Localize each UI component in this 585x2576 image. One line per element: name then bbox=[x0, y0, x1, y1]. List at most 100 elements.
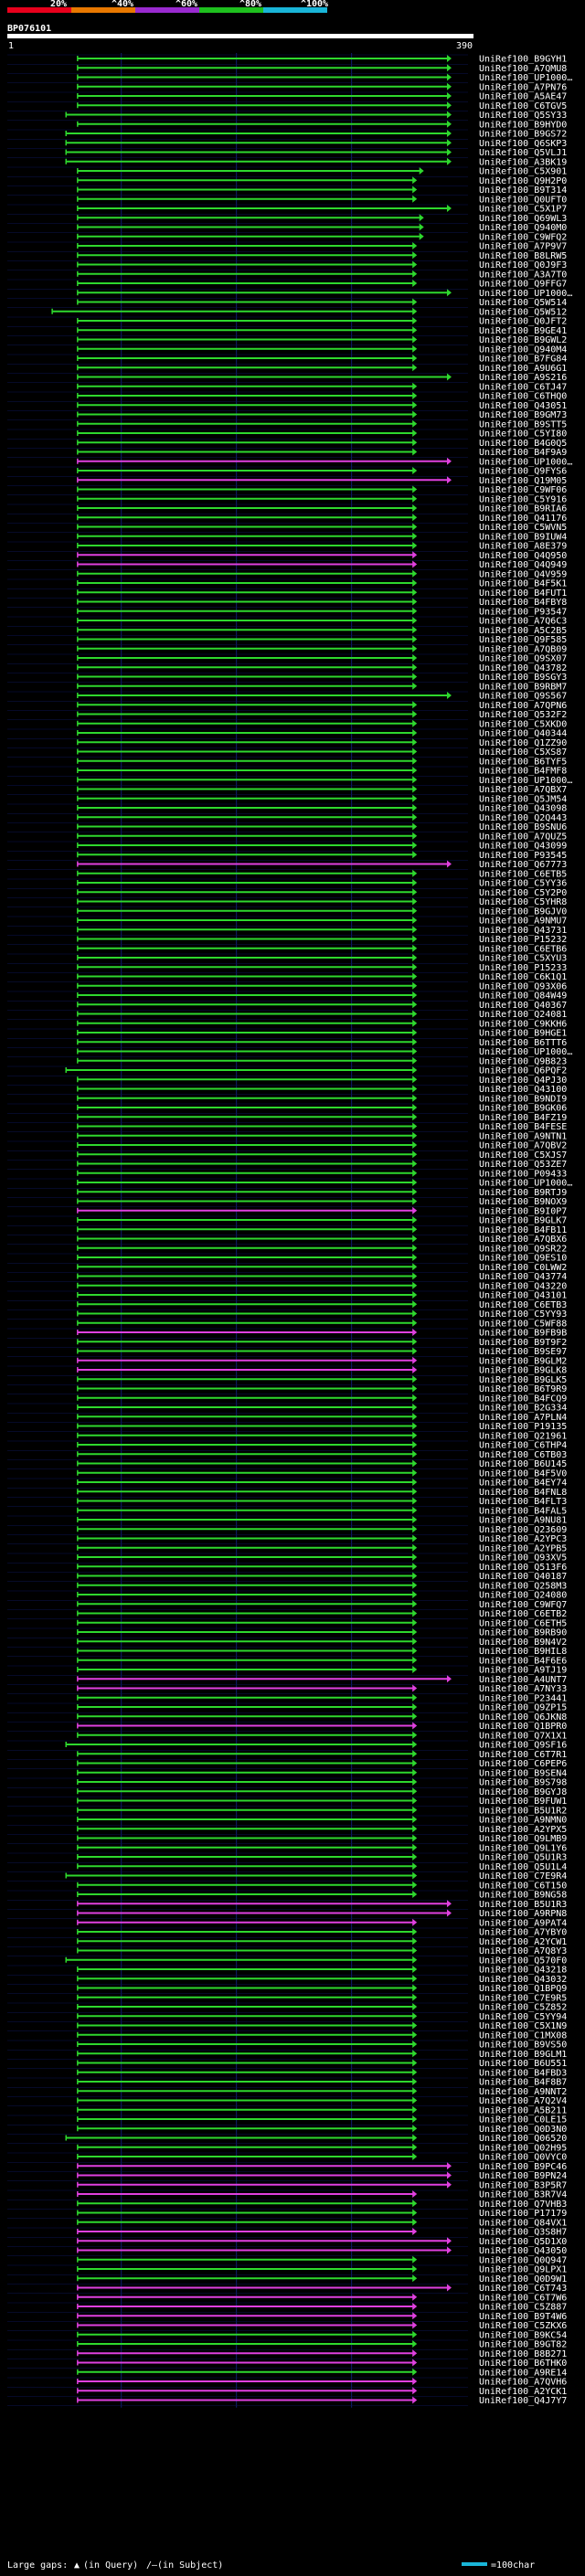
hit-row[interactable]: UniRef100_A7QPN6 bbox=[77, 701, 567, 711]
hit-row[interactable]: UniRef100_C1MX08 bbox=[77, 2030, 567, 2041]
hit-row[interactable]: UniRef100_C5XKD0 bbox=[77, 719, 567, 729]
hit-row[interactable]: UniRef100_P23441 bbox=[77, 1693, 567, 1703]
hit-label[interactable]: UniRef100_B5U1R2 bbox=[479, 1806, 567, 1816]
hit-label[interactable]: UniRef100_Q940M0 bbox=[479, 223, 567, 233]
hit-label[interactable]: UniRef100_Q9S567 bbox=[479, 692, 567, 702]
hit-label[interactable]: UniRef100_Q570F0 bbox=[479, 1956, 567, 1966]
hit-row[interactable]: UniRef100_UP1000… bbox=[77, 1179, 573, 1189]
hit-row[interactable]: UniRef100_Q9ZP15 bbox=[77, 1703, 567, 1713]
hit-label[interactable]: UniRef100_Q0UFT0 bbox=[479, 195, 567, 205]
hit-label[interactable]: UniRef100_C6ETB3 bbox=[479, 1300, 567, 1310]
hit-label[interactable]: UniRef100_Q84VX1 bbox=[479, 2218, 567, 2228]
hit-row[interactable]: UniRef100_B9GYJ8 bbox=[77, 1787, 567, 1797]
hit-label[interactable]: UniRef100_P17179 bbox=[479, 2209, 567, 2219]
hit-row[interactable]: UniRef100_Q6PQF2 bbox=[65, 1066, 567, 1076]
hit-row[interactable]: UniRef100_B4FESE bbox=[77, 1122, 567, 1132]
hit-label[interactable]: UniRef100_C5X1P7 bbox=[479, 205, 567, 215]
hit-label[interactable]: UniRef100_C9WFQ2 bbox=[479, 232, 567, 242]
hit-label[interactable]: UniRef100_B6TTT6 bbox=[479, 1038, 567, 1048]
hit-row[interactable]: UniRef100_A7P9V7 bbox=[77, 242, 567, 252]
hit-row[interactable]: UniRef100_Q84VX1 bbox=[77, 2218, 567, 2228]
hit-row[interactable]: UniRef100_A9PAT4 bbox=[77, 1918, 567, 1928]
hit-row[interactable]: UniRef100_Q43731 bbox=[77, 926, 567, 936]
hit-label[interactable]: UniRef100_C5Y916 bbox=[479, 494, 567, 504]
hit-label[interactable]: UniRef100_B6U551 bbox=[479, 2059, 567, 2069]
hit-row[interactable]: UniRef100_Q9L1Y6 bbox=[77, 1843, 567, 1853]
hit-label[interactable]: UniRef100_B6U145 bbox=[479, 1459, 567, 1469]
hit-label[interactable]: UniRef100_Q4V959 bbox=[479, 569, 567, 579]
hit-label[interactable]: UniRef100_B4F6E6 bbox=[479, 1656, 567, 1666]
hit-row[interactable]: UniRef100_B9RTJ9 bbox=[77, 1188, 567, 1198]
hit-label[interactable]: UniRef100_B6T9R9 bbox=[479, 1384, 567, 1394]
hit-row[interactable]: UniRef100_P15232 bbox=[77, 935, 567, 945]
hit-row[interactable]: UniRef100_B9RB90 bbox=[77, 1628, 567, 1638]
hit-label[interactable]: UniRef100_C6THQ0 bbox=[479, 392, 567, 402]
hit-label[interactable]: UniRef100_Q0VYC0 bbox=[479, 2153, 567, 2163]
hit-label[interactable]: UniRef100_Q9LMB9 bbox=[479, 1834, 567, 1844]
hit-label[interactable]: UniRef100_C6K1Q1 bbox=[479, 972, 567, 982]
hit-label[interactable]: UniRef100_C5X901 bbox=[479, 167, 567, 177]
hit-row[interactable]: UniRef100_Q2Q443 bbox=[77, 813, 567, 823]
hit-label[interactable]: UniRef100_A9PAT4 bbox=[479, 1918, 567, 1928]
hit-label[interactable]: UniRef100_Q5W514 bbox=[479, 298, 567, 308]
hit-row[interactable]: UniRef100_B3P5R7 bbox=[77, 2180, 567, 2190]
hit-row[interactable]: UniRef100_A2YPX5 bbox=[77, 1825, 567, 1835]
hit-label[interactable]: UniRef100_Q9H2P0 bbox=[479, 176, 567, 186]
hit-row[interactable]: UniRef100_Q5JM54 bbox=[77, 794, 567, 804]
hit-label[interactable]: UniRef100_C5WVN5 bbox=[479, 523, 567, 533]
hit-label[interactable]: UniRef100_A5AE47 bbox=[479, 92, 567, 102]
hit-label[interactable]: UniRef100_C5YY94 bbox=[479, 2012, 567, 2022]
hit-row[interactable]: UniRef100_B6U145 bbox=[77, 1459, 567, 1469]
hit-label[interactable]: UniRef100_C9WFQ7 bbox=[479, 1600, 567, 1610]
hit-row[interactable]: UniRef100_A7QB09 bbox=[77, 644, 567, 654]
hit-row[interactable]: UniRef100_B9PN24 bbox=[77, 2171, 567, 2181]
hit-label[interactable]: UniRef100_B4F5V0 bbox=[479, 1468, 567, 1479]
hit-row[interactable]: UniRef100_Q1BPQ9 bbox=[77, 1984, 567, 1994]
hit-label[interactable]: UniRef100_B6TYF5 bbox=[479, 757, 567, 767]
hit-row[interactable]: UniRef100_Q0Q947 bbox=[77, 2255, 567, 2265]
hit-label[interactable]: UniRef100_B4FMF8 bbox=[479, 767, 567, 777]
hit-label[interactable]: UniRef100_Q940M4 bbox=[479, 345, 567, 355]
hit-row[interactable]: UniRef100_C5WVN5 bbox=[77, 523, 567, 533]
hit-row[interactable]: UniRef100_Q940M0 bbox=[77, 223, 567, 233]
hit-label[interactable]: UniRef100_Q9LPX1 bbox=[479, 2265, 567, 2275]
hit-label[interactable]: UniRef100_Q1BPR0 bbox=[479, 1722, 567, 1732]
hit-row[interactable]: UniRef100_A3A7T0 bbox=[77, 270, 567, 280]
hit-label[interactable]: UniRef100_B9GJV0 bbox=[479, 906, 567, 917]
hit-label[interactable]: UniRef100_A7Q6C3 bbox=[479, 617, 567, 627]
hit-row[interactable]: UniRef100_Q43782 bbox=[77, 663, 567, 673]
hit-row[interactable]: UniRef100_B6TYF5 bbox=[77, 757, 567, 767]
hit-label[interactable]: UniRef100_Q532F2 bbox=[479, 710, 567, 720]
hit-label[interactable]: UniRef100_A9S216 bbox=[479, 373, 567, 383]
hit-label[interactable]: UniRef100_B9GT82 bbox=[479, 2340, 567, 2350]
hit-label[interactable]: UniRef100_B9GS72 bbox=[479, 130, 567, 140]
hit-row[interactable]: UniRef100_C6ETB2 bbox=[77, 1609, 567, 1619]
hit-label[interactable]: UniRef100_B9PC46 bbox=[479, 2162, 567, 2172]
hit-label[interactable]: UniRef100_P19135 bbox=[479, 1422, 567, 1432]
hit-label[interactable]: UniRef100_A7QBX6 bbox=[479, 1235, 567, 1245]
hit-label[interactable]: UniRef100_C6TJ47 bbox=[479, 382, 567, 392]
hit-row[interactable]: UniRef100_C6T7W6 bbox=[77, 2293, 567, 2303]
hit-row[interactable]: UniRef100_Q1BPR0 bbox=[77, 1722, 567, 1732]
hit-row[interactable]: UniRef100_B9GWL2 bbox=[77, 335, 567, 345]
hit-row[interactable]: UniRef100_B9GT82 bbox=[77, 2340, 567, 2350]
hit-label[interactable]: UniRef100_C6TB03 bbox=[479, 1450, 567, 1460]
hit-label[interactable]: UniRef100_B9GLK7 bbox=[479, 1216, 567, 1226]
hit-row[interactable]: UniRef100_Q4PJ30 bbox=[77, 1076, 567, 1086]
hit-row[interactable]: UniRef100_A7QMU8 bbox=[77, 64, 567, 74]
hit-label[interactable]: UniRef100_B4FCQ9 bbox=[479, 1394, 567, 1404]
hit-label[interactable]: UniRef100_B4FBY8 bbox=[479, 598, 567, 608]
hit-row[interactable]: UniRef100_B3R7V4 bbox=[77, 2190, 567, 2200]
hit-label[interactable]: UniRef100_B9GLM2 bbox=[479, 1356, 567, 1366]
hit-row[interactable]: UniRef100_C5Y2P0 bbox=[77, 888, 567, 898]
hit-label[interactable]: UniRef100_B5U1R3 bbox=[479, 1900, 567, 1910]
hit-row[interactable]: UniRef100_Q9F585 bbox=[77, 635, 567, 645]
hit-row[interactable]: UniRef100_Q940M4 bbox=[77, 345, 567, 355]
hit-label[interactable]: UniRef100_A9NMU7 bbox=[479, 917, 567, 927]
hit-label[interactable]: UniRef100_P23441 bbox=[479, 1693, 567, 1703]
hit-label[interactable]: UniRef100_A2YCK1 bbox=[479, 2387, 567, 2397]
hit-row[interactable]: UniRef100_B6TTT6 bbox=[77, 1038, 567, 1048]
hit-label[interactable]: UniRef100_Q21961 bbox=[479, 1431, 567, 1441]
hit-label[interactable]: UniRef100_Q43731 bbox=[479, 926, 567, 936]
hit-row[interactable]: UniRef100_B4G0Q5 bbox=[77, 439, 567, 449]
